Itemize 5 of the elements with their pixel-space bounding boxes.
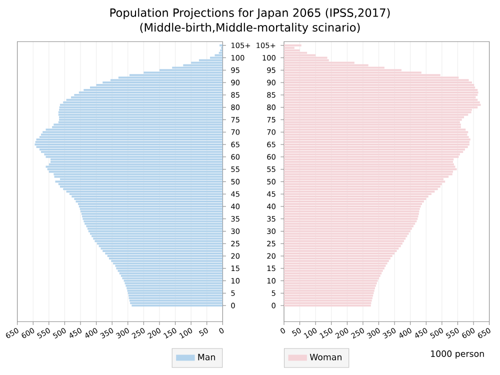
legend-label: Man (198, 354, 215, 360)
legend-label: Woman (310, 354, 342, 360)
text: (Middle-birth,Middle-mortality scinario) (140, 22, 360, 34)
x-axis-title: 1000 person (431, 350, 484, 359)
text: Population Projections for Japan 2065 (IPSS,2017) (110, 8, 390, 20)
